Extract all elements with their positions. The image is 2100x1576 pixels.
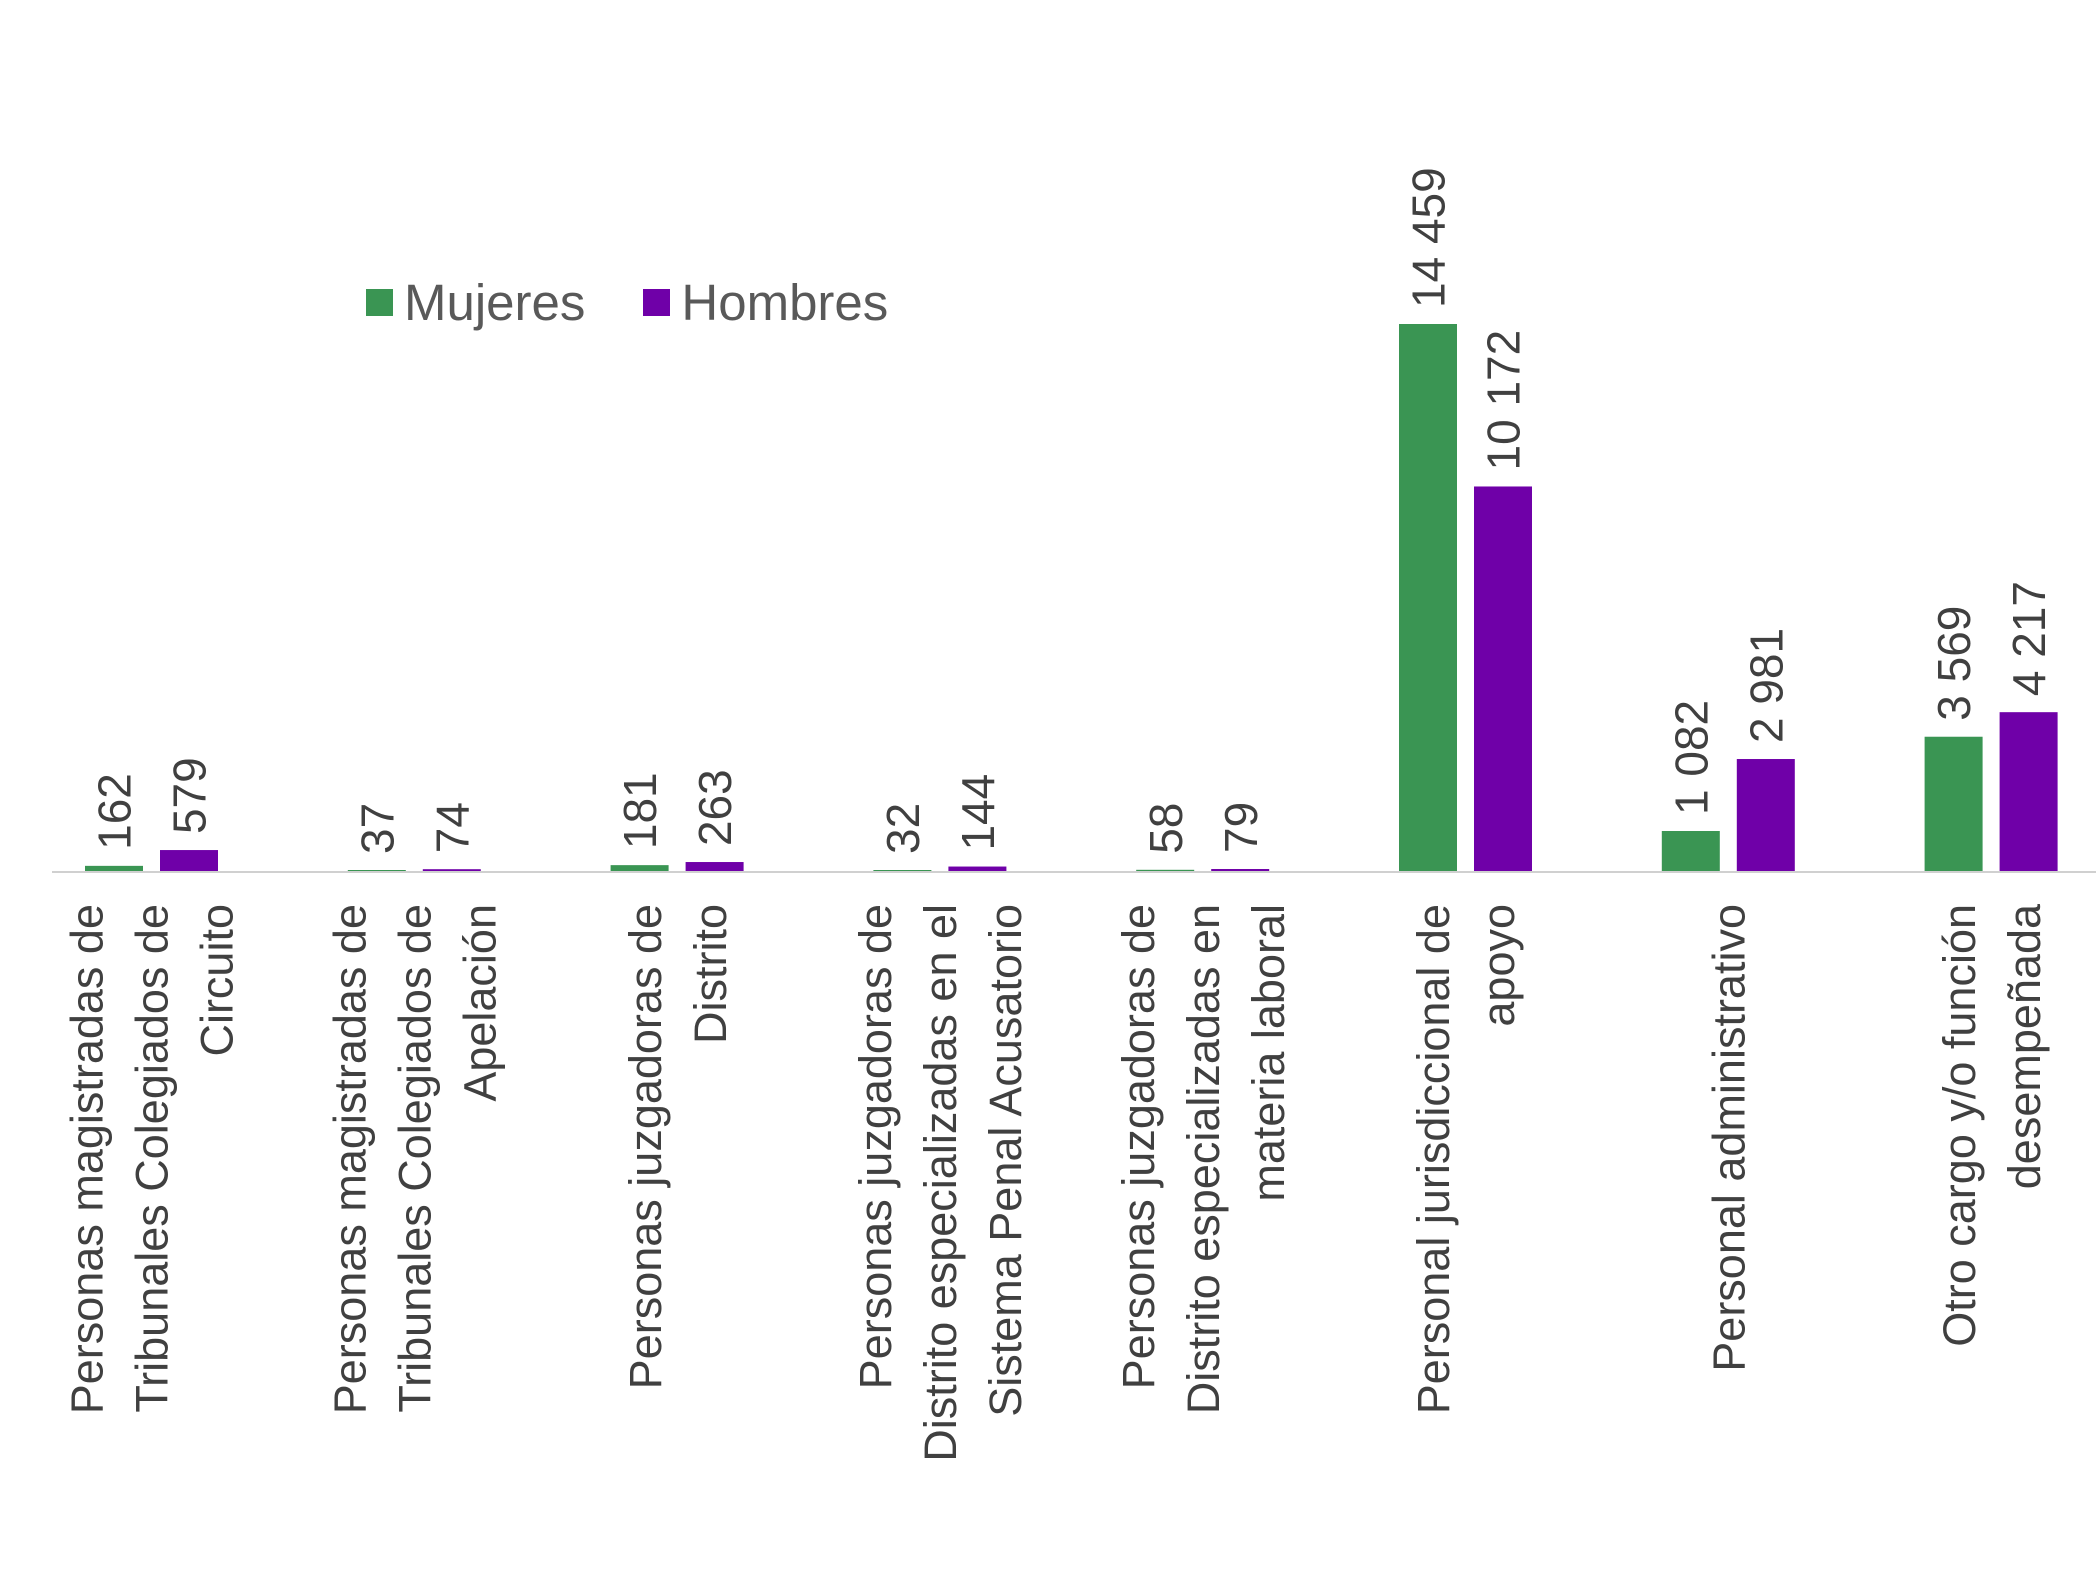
category-label-line: Tribunales Colegiados de — [390, 904, 441, 1413]
value-label-hombres-3: 144 — [952, 774, 1004, 851]
value-label-mujeres-6: 1 082 — [1665, 700, 1717, 815]
bar-hombres-0 — [160, 850, 218, 872]
value-label-mujeres-1: 37 — [351, 803, 403, 854]
category-label-line: Distrito especializadas en el — [915, 904, 966, 1462]
category-label-line: Personas magistradas de — [325, 904, 376, 1414]
bar-mujeres-6 — [1661, 830, 1720, 872]
category-label-3: Personas juzgadoras de Distrito especiali… — [850, 904, 1031, 1462]
category-label-line: Tribunales Colegiados de — [127, 904, 178, 1413]
bar-mujeres-7 — [1924, 736, 1983, 872]
value-label-hombres-5: 10 172 — [1478, 330, 1530, 471]
value-label-hombres-7: 4 217 — [2003, 581, 2055, 696]
value-label-hombres-0: 579 — [164, 757, 216, 834]
legend-item-hombres: Hombres — [643, 273, 888, 332]
legend-swatch-hombres — [643, 289, 671, 316]
category-label-5: Personal jurisdiccional de apoyo — [1408, 904, 1524, 1414]
category-label-6: Personal administrativo — [1704, 904, 1755, 1372]
value-label-mujeres-2: 181 — [614, 772, 666, 849]
category-label-line: Personas juzgadoras de — [850, 904, 901, 1389]
legend-label-hombres: Hombres — [681, 274, 889, 331]
category-label-0: Personas magistradas de Tribunales Colegi… — [62, 904, 243, 1414]
category-label-line: Apelación — [455, 904, 506, 1102]
value-label-mujeres-0: 162 — [89, 773, 141, 850]
category-label-line: Otro cargo y/o función — [1934, 904, 1985, 1347]
bar-mujeres-0 — [85, 865, 143, 872]
category-label-line: apoyo — [1473, 904, 1524, 1027]
category-labels-layer: Personas magistradas de Tribunales Colegi… — [62, 903, 2050, 1462]
category-label-line: Sistema Penal Acusatorio — [980, 904, 1031, 1417]
category-label-line: Personas magistradas de — [62, 904, 113, 1414]
category-label-line: Circuito — [192, 904, 243, 1057]
bar-mujeres-2 — [610, 865, 669, 872]
category-label-line: Distrito especializadas en — [1178, 904, 1229, 1414]
value-label-hombres-4: 79 — [1215, 802, 1267, 853]
bar-hombres-5 — [1474, 486, 1532, 872]
category-label-1: Personas magistradas de Tribunales Colegi… — [325, 904, 506, 1414]
bars-layer — [85, 324, 2058, 872]
bar-hombres-7 — [1999, 712, 2058, 872]
value-label-mujeres-5: 14 459 — [1403, 167, 1455, 308]
category-label-line: Personal jurisdiccional de — [1408, 904, 1459, 1414]
category-label-line: Distrito — [685, 904, 736, 1044]
value-label-hombres-1: 74 — [426, 802, 478, 853]
category-label-line: materia laboral — [1243, 904, 1294, 1202]
value-labels-layer: 162 579 37 74 181 263 32 144 58 79 14 459 10 172 1 0… — [89, 167, 2056, 854]
bar-hombres-6 — [1736, 759, 1795, 872]
category-label-7: Otro cargo y/o función desempeñada — [1934, 903, 2050, 1347]
value-label-mujeres-3: 32 — [877, 803, 929, 854]
value-label-mujeres-7: 3 569 — [1928, 606, 1980, 721]
legend-label-mujeres: Mujeres — [404, 274, 586, 331]
category-label-line: Personas juzgadoras de — [1113, 904, 1164, 1389]
category-label-4: Personas juzgadoras de Distrito especiali… — [1113, 904, 1294, 1414]
legend: Mujeres Hombres — [366, 273, 946, 332]
bar-hombres-3 — [948, 866, 1007, 872]
legend-swatch-mujeres — [366, 289, 393, 316]
category-label-line: desempeñada — [1999, 903, 2050, 1189]
bar-hombres-1 — [422, 869, 481, 872]
category-label-line: Personal administrativo — [1704, 904, 1755, 1372]
value-label-hombres-6: 2 981 — [1740, 628, 1792, 743]
value-label-mujeres-4: 58 — [1140, 803, 1192, 854]
bar-mujeres-5 — [1399, 324, 1457, 872]
category-label-line: Personas juzgadoras de — [620, 904, 671, 1389]
bar-hombres-4 — [1211, 869, 1270, 872]
bar-mujeres-4 — [1136, 869, 1195, 872]
value-label-hombres-2: 263 — [689, 769, 741, 846]
legend-item-mujeres: Mujeres — [366, 273, 585, 332]
bar-hombres-2 — [685, 862, 744, 872]
category-label-2: Personas juzgadoras de Distrito — [620, 904, 736, 1389]
